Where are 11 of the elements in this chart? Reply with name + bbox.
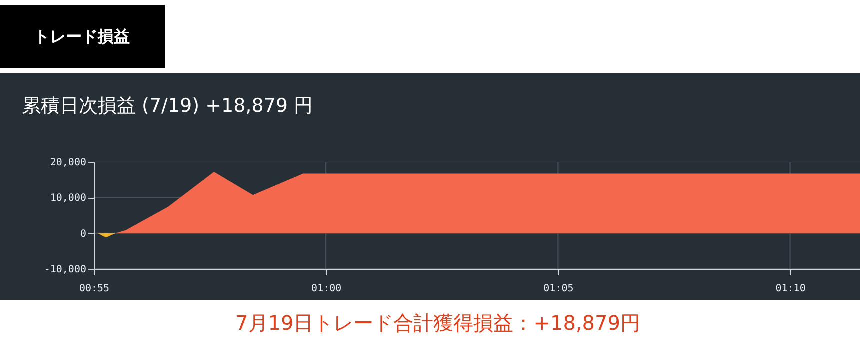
x-tick-label: 01:05 <box>544 284 574 294</box>
text: トレード損益 <box>34 27 130 46</box>
y-tick-label: 20,000 <box>50 158 86 168</box>
y-tick-label: 10,000 <box>50 193 86 204</box>
chart-title: 累積日次損益 (7/19) +18,879 円 <box>22 95 314 117</box>
x-tick-label: 01:00 <box>312 284 342 294</box>
text: 7月19日トレード合計獲得損益：+18,879円 <box>236 311 640 335</box>
y-tick-label: -10,000 <box>44 264 86 276</box>
x-tick-label: 01:10 <box>776 284 806 294</box>
y-tick-label: 0 <box>80 228 86 240</box>
x-tick-label: 00:55 <box>79 284 110 294</box>
